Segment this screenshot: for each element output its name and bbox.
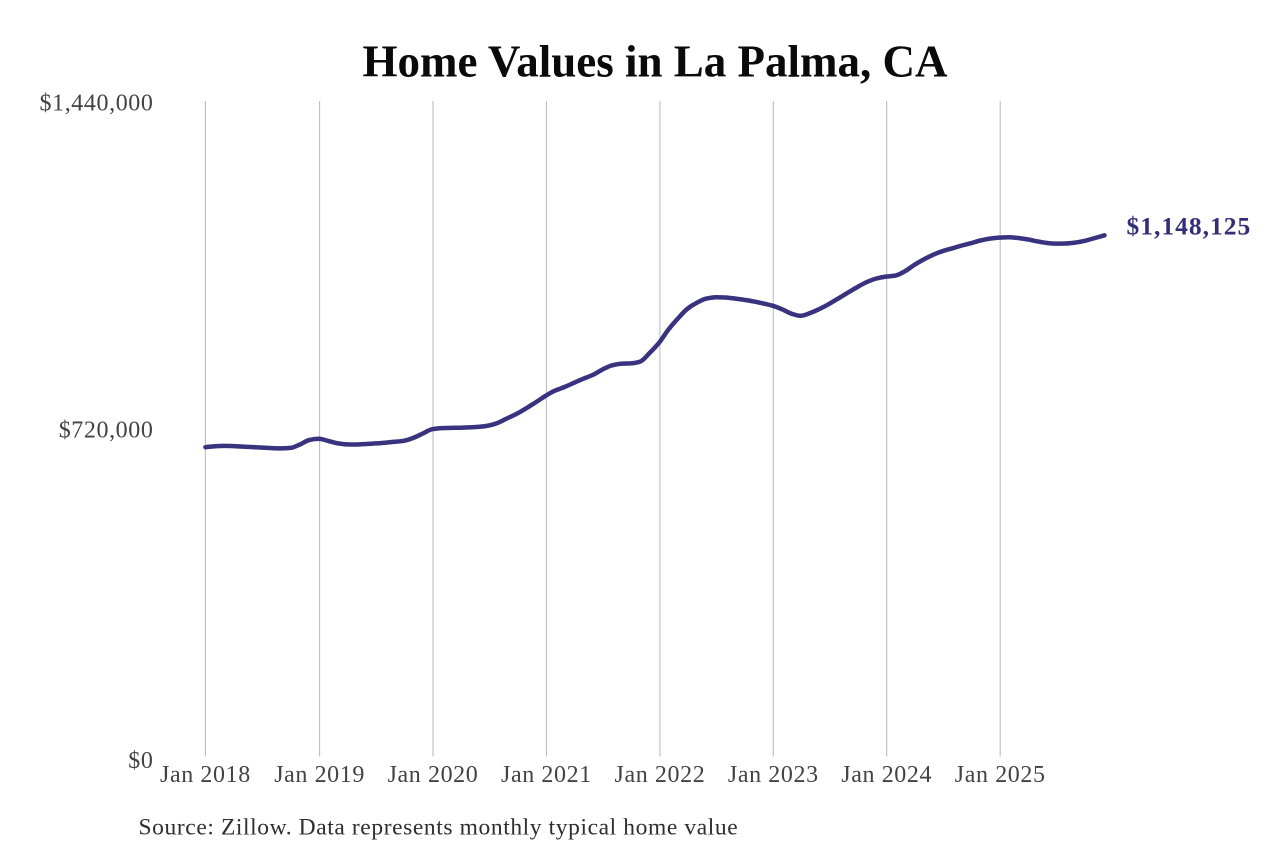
svg-text:Source: Zillow. Data represent: Source: Zillow. Data represents monthly … [139, 815, 739, 841]
svg-text:$1,440,000: $1,440,000 [40, 91, 154, 117]
svg-text:Jan 2024: Jan 2024 [841, 762, 932, 788]
svg-text:Jan 2019: Jan 2019 [274, 762, 365, 788]
svg-text:Jan 2018: Jan 2018 [160, 762, 251, 788]
svg-text:Home Values in La Palma, CA: Home Values in La Palma, CA [362, 37, 948, 87]
svg-text:Jan 2023: Jan 2023 [728, 762, 819, 788]
svg-text:Jan 2020: Jan 2020 [388, 762, 479, 788]
svg-text:$1,148,125: $1,148,125 [1127, 212, 1252, 241]
svg-text:$0: $0 [128, 748, 153, 774]
svg-text:Jan 2021: Jan 2021 [501, 762, 592, 788]
svg-text:$720,000: $720,000 [59, 418, 154, 444]
svg-text:Jan 2025: Jan 2025 [955, 762, 1046, 788]
svg-text:Jan 2022: Jan 2022 [615, 762, 706, 788]
